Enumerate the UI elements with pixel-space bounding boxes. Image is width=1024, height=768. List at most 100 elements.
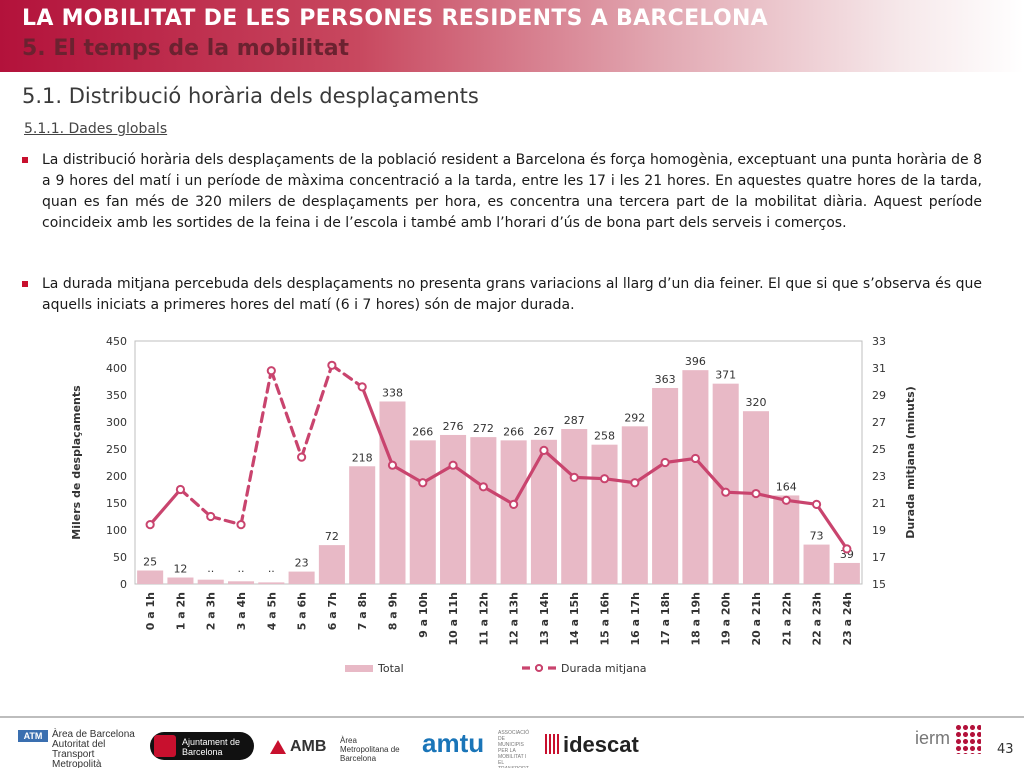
line-segment (602, 477, 637, 485)
bullet-text: La durada mitjana percebuda dels desplaç… (42, 276, 982, 313)
line-point (630, 478, 640, 488)
y2-tick-label: 23 (872, 470, 886, 483)
bullet-text: La distribució horària dels desplaçament… (42, 152, 982, 231)
y2-tick-label: 29 (872, 389, 886, 402)
line-segment (512, 448, 546, 506)
line-point (145, 520, 155, 530)
x-tick-label: 9 a 10h (417, 592, 430, 638)
line-segment (421, 463, 455, 485)
bar-data-label: 23 (295, 557, 309, 570)
combo-chart: 0 50 100 150 200 250 300 350 400 450 15 17 19 21 23 25 2… (70, 335, 917, 675)
bar (258, 582, 285, 584)
y2-axis-title: Durada mitjana (minuts) (904, 386, 917, 538)
bar-data-label: 396 (685, 355, 706, 368)
x-tick-label: 21 a 22h (780, 592, 793, 646)
bar-data-label: 292 (624, 411, 645, 424)
y-tick-label: 350 (106, 389, 127, 402)
bar (349, 466, 376, 584)
bar (621, 426, 648, 584)
bar (803, 544, 830, 584)
y2-tick-label: 33 (872, 335, 886, 348)
bar-data-label: 258 (594, 430, 615, 443)
line-point (842, 544, 852, 554)
line-segment (269, 369, 304, 459)
line-point (539, 445, 549, 455)
bar (561, 429, 588, 584)
atm-logo: ATM Àrea de Barcelona Autoritat del Tran… (18, 730, 136, 768)
x-tick-label: 2 a 3h (205, 592, 218, 630)
bar-data-label: 267 (533, 425, 554, 438)
line-segment (542, 448, 576, 479)
line-segment (330, 363, 364, 389)
y-tick-label: 300 (106, 416, 127, 429)
bar (167, 577, 194, 584)
line-point (327, 360, 337, 370)
line-point (569, 472, 579, 482)
bar-data-label: .. (268, 562, 275, 575)
header-banner: LA MOBILITAT DE LES PERSONES RESIDENTS A… (0, 0, 1024, 72)
amb-logo: AMB Àrea Metropolitana de Barcelona (270, 736, 400, 763)
shield-icon (154, 735, 176, 757)
legend-label-total: Total (377, 662, 404, 675)
line-segment (178, 487, 213, 519)
x-tick-label: 17 a 18h (659, 592, 672, 646)
bar (500, 440, 527, 584)
x-tick-label: 19 a 20h (720, 592, 733, 646)
x-tick-label: 6 a 7h (326, 592, 339, 630)
line-point (751, 488, 761, 499)
bar-data-label: 12 (173, 563, 187, 576)
bar (773, 495, 800, 584)
x-tick-label: 11 a 12h (477, 592, 490, 646)
x-tick-label: 18 a 19h (689, 592, 702, 646)
section-title: 5.1. Distribució horària dels desplaçame… (22, 84, 479, 108)
bar-data-label: 276 (443, 420, 464, 433)
bar (409, 440, 436, 584)
line-point (509, 499, 519, 509)
amtu-logo: amtu ASSOCIACIÓ DE MUNICIPIS PER LA MOBI… (420, 726, 530, 768)
line-segment (209, 514, 243, 527)
line-segment (451, 463, 485, 489)
line-point (357, 382, 367, 392)
ajuntament-logo-text: Ajuntament de Barcelona (182, 737, 241, 757)
line-point (811, 499, 822, 509)
bar-data-label: 72 (325, 530, 339, 543)
bar-data-label: 266 (503, 425, 524, 438)
bar (440, 434, 467, 584)
idescat-logo-text: idescat (563, 732, 639, 757)
line-point (175, 484, 186, 495)
line-point (599, 474, 610, 484)
bar-data-label: 266 (412, 425, 433, 438)
line-point (660, 457, 670, 468)
y-tick-label: 400 (106, 362, 127, 375)
amtu-logo-subtext: ASSOCIACIÓ DE MUNICIPIS PER LA MOBILITAT… (498, 730, 530, 768)
bar (591, 444, 618, 584)
y-tick-label: 100 (106, 524, 127, 537)
line-segment (481, 485, 516, 506)
bar (288, 571, 315, 584)
x-tick-label: 5 a 6h (296, 592, 309, 630)
y2-tick-label: 21 (872, 497, 886, 510)
line-segment (814, 502, 849, 551)
y-tick-label: 0 (120, 578, 127, 591)
line-point (236, 520, 246, 530)
line-segment (754, 491, 788, 502)
line-segment (663, 456, 697, 465)
bullet-square-icon (22, 281, 28, 287)
line-segment (784, 498, 819, 506)
bar (197, 579, 224, 584)
amb-triangle-icon (270, 740, 286, 754)
y-tick-label: 250 (106, 443, 127, 456)
bar (137, 570, 164, 584)
x-tick-label: 13 a 14h (538, 592, 551, 646)
bar-data-label: 363 (655, 373, 676, 386)
bar-data-label: 338 (382, 386, 403, 399)
line-point (387, 460, 398, 470)
line-point (448, 460, 458, 470)
bar-data-label: .. (238, 562, 245, 575)
x-tick-label: 15 a 16h (599, 592, 612, 646)
legend-swatch-total (345, 665, 373, 672)
atm-logo-box: ATM (18, 730, 48, 742)
ajuntament-logo: Ajuntament de Barcelona (150, 732, 254, 760)
plot-area (134, 340, 863, 585)
line-segment (572, 475, 607, 481)
